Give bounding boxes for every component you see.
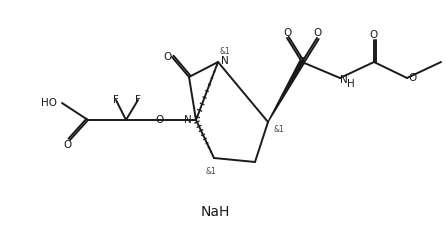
Text: O: O xyxy=(64,140,72,150)
Text: &1: &1 xyxy=(206,166,216,175)
Text: O: O xyxy=(313,28,321,38)
Text: H: H xyxy=(347,79,355,89)
Polygon shape xyxy=(268,61,304,122)
Text: F: F xyxy=(135,95,141,105)
Text: O: O xyxy=(370,30,378,40)
Text: HO: HO xyxy=(41,98,57,108)
Text: S: S xyxy=(299,57,305,67)
Text: NaH: NaH xyxy=(200,205,230,219)
Text: &1: &1 xyxy=(219,48,230,57)
Text: N: N xyxy=(340,75,348,85)
Text: O: O xyxy=(156,115,164,125)
Text: F: F xyxy=(113,95,119,105)
Text: &1: &1 xyxy=(273,125,284,134)
Text: O: O xyxy=(408,73,416,83)
Text: O: O xyxy=(283,28,291,38)
Text: O: O xyxy=(163,52,171,62)
Text: N: N xyxy=(184,115,192,125)
Text: N: N xyxy=(221,56,229,66)
